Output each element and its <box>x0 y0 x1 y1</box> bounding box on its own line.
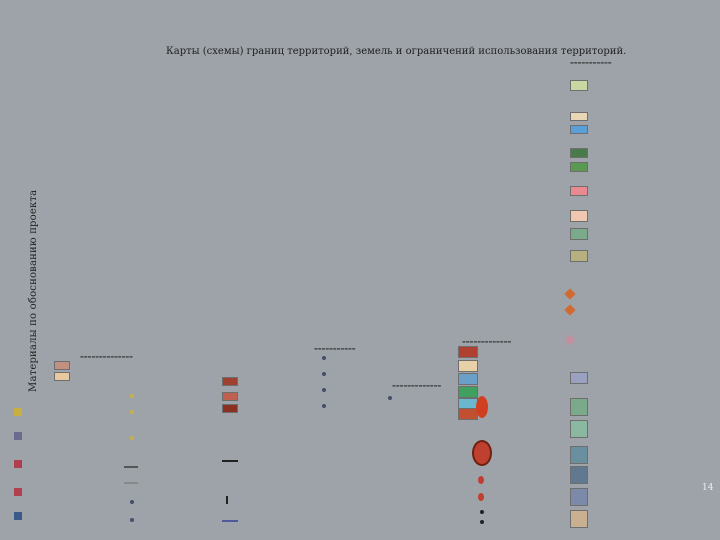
legend-symbol <box>14 488 22 496</box>
legend-swatch <box>570 250 588 262</box>
legend-heading: ▬▬▬▬▬▬▬▬▬▬▬ <box>570 60 612 65</box>
legend-point <box>130 410 134 414</box>
legend-swatch <box>570 446 588 464</box>
legend-swatch <box>570 420 588 438</box>
legend-point <box>322 372 326 376</box>
legend-point <box>130 518 134 522</box>
legend-symbol <box>14 460 22 468</box>
legend-symbol <box>14 408 22 416</box>
vertical-title: Материалы по обоснованию проекта <box>28 189 39 392</box>
legend-swatch <box>570 162 588 172</box>
legend-swatch <box>570 125 588 134</box>
legend-symbol <box>472 440 492 466</box>
legend-symbol <box>564 288 576 300</box>
legend-swatch <box>222 377 238 386</box>
legend-swatch <box>570 112 588 121</box>
legend-swatch <box>54 361 70 370</box>
legend-symbol <box>14 432 22 440</box>
legend-line <box>124 466 138 468</box>
legend-heading: ▬▬▬▬▬▬▬▬▬▬▬▬▬ <box>462 339 512 344</box>
map-title: Карты (схемы) границ территорий, земель … <box>166 46 627 57</box>
legend-point <box>322 404 326 408</box>
page-number: 14 <box>702 483 714 493</box>
legend-swatch <box>570 148 588 158</box>
legend-swatch <box>570 398 588 416</box>
legend-symbol <box>478 493 484 501</box>
legend-point <box>130 500 134 504</box>
legend-swatch <box>570 228 588 240</box>
legend-point <box>130 394 134 398</box>
legend-swatch <box>570 80 588 91</box>
legend-swatch <box>570 210 588 222</box>
legend-point <box>388 396 392 400</box>
legend-point <box>322 356 326 360</box>
legend-symbol <box>478 476 484 484</box>
legend-symbol <box>564 304 576 316</box>
legend-symbol <box>564 334 576 346</box>
legend-line <box>124 482 138 484</box>
legend-point <box>480 520 484 524</box>
legend-swatch <box>222 404 238 413</box>
legend-swatch <box>570 510 588 528</box>
legend-swatch <box>458 408 478 420</box>
legend-heading: ▬▬▬▬▬▬▬▬▬▬▬▬▬▬ <box>80 354 133 359</box>
legend-symbol <box>476 396 488 418</box>
legend-swatch <box>54 372 70 381</box>
legend-point <box>480 510 484 514</box>
legend-swatch <box>458 386 478 398</box>
legend-swatch <box>570 488 588 506</box>
legend-point <box>130 436 134 440</box>
legend-point <box>322 388 326 392</box>
legend-symbol <box>14 512 22 520</box>
legend-swatch <box>222 392 238 401</box>
legend-swatch <box>458 360 478 372</box>
legend-heading: ▬▬▬▬▬▬▬▬▬▬▬▬▬ <box>392 383 442 388</box>
legend-swatch <box>570 186 588 196</box>
legend-swatch <box>570 466 588 484</box>
legend-swatch <box>570 372 588 384</box>
legend-heading: ▬▬▬▬▬▬▬▬▬▬▬ <box>314 346 356 351</box>
legend-line <box>222 520 238 522</box>
legend-symbol <box>226 496 236 504</box>
legend-line <box>222 460 238 462</box>
legend-swatch <box>458 346 478 358</box>
legend-swatch <box>458 373 478 385</box>
